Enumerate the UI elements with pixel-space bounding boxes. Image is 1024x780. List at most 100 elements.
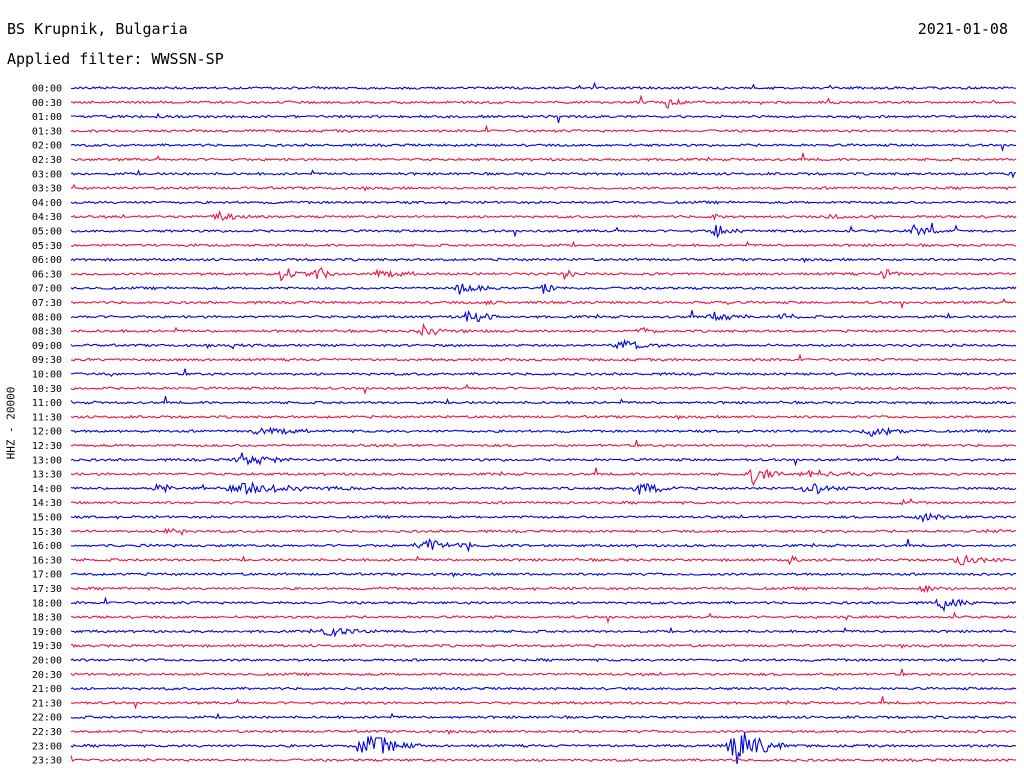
seismic-trace bbox=[70, 668, 1017, 677]
seismic-trace bbox=[70, 240, 1017, 248]
seismic-trace bbox=[71, 353, 1017, 362]
seismic-trace bbox=[71, 368, 1017, 378]
station-title: BS Krupnik, Bulgaria bbox=[7, 20, 188, 38]
seismic-trace bbox=[70, 395, 1016, 405]
time-tick-label: 18:00 bbox=[32, 598, 62, 609]
seismic-trace bbox=[70, 257, 1017, 264]
time-tick-label: 05:00 bbox=[32, 227, 62, 238]
seismic-trace bbox=[70, 626, 1017, 638]
time-tick-label: 12:00 bbox=[32, 427, 62, 438]
time-tick-label: 10:00 bbox=[32, 370, 62, 381]
time-tick-label: 21:30 bbox=[32, 698, 62, 709]
seismic-trace bbox=[70, 322, 1017, 337]
time-tick-label: 17:30 bbox=[32, 584, 62, 595]
time-tick-label: 06:30 bbox=[32, 269, 62, 280]
seismic-trace bbox=[70, 585, 1017, 594]
time-tick-label: 21:00 bbox=[32, 684, 62, 695]
seismic-trace bbox=[70, 512, 1017, 524]
seismic-trace bbox=[70, 732, 1017, 765]
time-tick-label: 03:00 bbox=[32, 169, 62, 180]
seismic-trace bbox=[70, 124, 1017, 134]
time-tick-label: 05:30 bbox=[32, 241, 62, 252]
seismic-trace bbox=[70, 338, 1017, 350]
time-tick-label: 04:30 bbox=[32, 212, 62, 223]
seismic-trace bbox=[70, 152, 1017, 162]
seismic-trace bbox=[70, 643, 1017, 650]
filter-label: Applied filter: WWSSN-SP bbox=[7, 50, 224, 68]
time-tick-label: 11:30 bbox=[32, 412, 62, 423]
date-label: 2021-01-08 bbox=[917, 20, 1008, 38]
time-tick-label: 19:30 bbox=[32, 641, 62, 652]
seismic-trace bbox=[71, 297, 1017, 310]
time-tick-label: 03:30 bbox=[32, 184, 62, 195]
time-tick-label: 12:30 bbox=[32, 441, 62, 452]
time-tick-label: 22:30 bbox=[32, 727, 62, 738]
time-tick-label: 16:00 bbox=[32, 541, 62, 552]
seismic-trace bbox=[70, 94, 1017, 110]
seismic-trace bbox=[70, 169, 1017, 179]
seismic-trace bbox=[70, 112, 1017, 124]
seismic-trace bbox=[71, 183, 1017, 192]
time-tick-label: 10:30 bbox=[32, 384, 62, 395]
time-tick-label: 22:00 bbox=[32, 713, 62, 724]
time-tick-label: 00:00 bbox=[32, 84, 62, 95]
seismic-trace bbox=[70, 467, 1016, 487]
seismic-trace bbox=[70, 309, 1017, 323]
time-tick-label: 01:00 bbox=[32, 112, 62, 123]
seismic-trace bbox=[70, 81, 1017, 91]
seismic-trace bbox=[70, 554, 1017, 566]
seismic-trace bbox=[70, 755, 1017, 763]
seismic-trace bbox=[70, 414, 1017, 421]
seismic-trace bbox=[70, 527, 1017, 537]
seismic-trace bbox=[70, 439, 1017, 448]
seismic-trace bbox=[70, 538, 1017, 553]
time-tick-label: 02:30 bbox=[32, 155, 62, 166]
seismic-trace bbox=[70, 267, 1017, 282]
time-tick-label: 14:30 bbox=[32, 498, 62, 509]
time-tick-label: 08:00 bbox=[32, 312, 62, 323]
time-tick-label: 08:30 bbox=[32, 327, 62, 338]
seismic-trace bbox=[70, 383, 1017, 396]
time-tick-label: 23:00 bbox=[32, 741, 62, 752]
seismic-trace bbox=[70, 200, 1017, 206]
seismic-trace bbox=[70, 572, 1016, 578]
seismic-trace bbox=[70, 686, 1017, 691]
time-tick-label: 00:30 bbox=[32, 98, 62, 109]
seismic-trace bbox=[70, 657, 1017, 663]
seismic-trace bbox=[70, 426, 1017, 438]
time-tick-label: 07:00 bbox=[32, 284, 62, 295]
seismic-trace bbox=[70, 611, 1017, 624]
time-tick-label: 01:30 bbox=[32, 126, 62, 137]
seismic-trace bbox=[70, 209, 1017, 221]
time-tick-label: 15:30 bbox=[32, 527, 62, 538]
time-tick-label: 11:00 bbox=[32, 398, 62, 409]
time-tick-label: 04:00 bbox=[32, 198, 62, 209]
time-tick-label: 02:00 bbox=[32, 141, 62, 152]
time-tick-label: 06:00 bbox=[32, 255, 62, 266]
seismic-trace bbox=[70, 497, 1017, 506]
seismic-trace bbox=[70, 712, 1017, 720]
time-tick-label: 13:30 bbox=[32, 470, 62, 481]
time-tick-label: 07:30 bbox=[32, 298, 62, 309]
time-tick-label: 09:30 bbox=[32, 355, 62, 366]
time-tick-label: 14:00 bbox=[32, 484, 62, 495]
seismic-trace bbox=[70, 480, 1017, 495]
seismic-trace bbox=[70, 696, 1017, 710]
time-tick-label: 19:00 bbox=[32, 627, 62, 638]
time-tick-label: 13:00 bbox=[32, 455, 62, 466]
time-tick-label: 23:30 bbox=[32, 756, 62, 767]
seismic-trace bbox=[70, 596, 1017, 613]
seismic-trace bbox=[70, 452, 1017, 467]
time-tick-label: 20:30 bbox=[32, 670, 62, 681]
time-tick-label: 15:00 bbox=[32, 513, 62, 524]
seismic-trace bbox=[70, 222, 1017, 239]
time-tick-label: 09:00 bbox=[32, 341, 62, 352]
time-tick-label: 17:00 bbox=[32, 570, 62, 581]
seismic-trace bbox=[70, 283, 1017, 295]
seismic-trace bbox=[70, 143, 1016, 152]
time-tick-label: 16:30 bbox=[32, 555, 62, 566]
time-tick-label: 18:30 bbox=[32, 613, 62, 624]
time-tick-label: 20:00 bbox=[32, 656, 62, 667]
seismic-trace bbox=[70, 729, 1017, 736]
